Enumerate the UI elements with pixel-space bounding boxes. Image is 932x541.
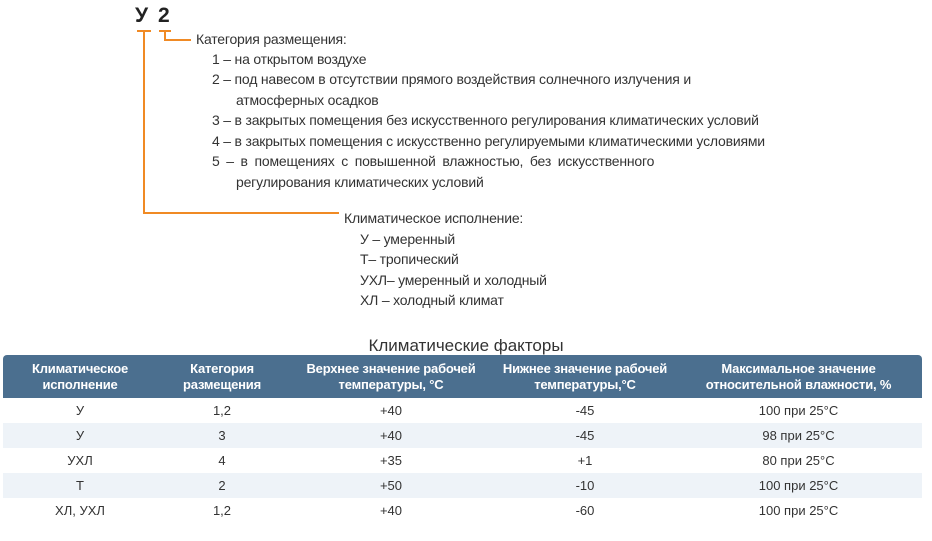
cell-climate: УХЛ [67, 453, 93, 468]
table-header-row: Климатическое исполнение Категория размеще… [3, 355, 922, 398]
table-row: У 3 +40 -45 98 при 25°С [3, 423, 922, 448]
header-climate: Климатическое исполнение [3, 355, 157, 398]
bracket-category-vertical [164, 30, 166, 41]
table-row: УХЛ 4 +35 +1 80 при 25°С [3, 448, 922, 473]
category-code-digit: 2 [158, 4, 170, 27]
header-lower-temp: Нижнее значение рабочей температуры,°С [495, 355, 675, 398]
cell-upper-temp: +35 [379, 453, 403, 468]
table-caption: Климатические факторы [368, 336, 564, 355]
cell-category: 1,2 [212, 403, 232, 418]
cell-lower-temp: -60 [575, 503, 595, 518]
cell-climate: У [75, 403, 85, 418]
cell-upper-temp: +50 [287, 473, 495, 498]
cell-upper-temp: +40 [379, 503, 403, 518]
table-row: Т 2 +50 -10 100 при 25°С [3, 473, 922, 498]
cell-category: 3 [157, 423, 287, 448]
header-category: Категория размещения [157, 355, 287, 398]
cell-upper-temp: +40 [287, 423, 495, 448]
climate-item: ХЛ – холодный климат [360, 292, 504, 308]
table-row: У 1,2 +40 -45 100 при 25°С [3, 398, 922, 423]
category-item: 5 – в помещениях с повышенной влажностью… [212, 153, 655, 169]
cell-humidity: 80 при 25°С [762, 453, 835, 468]
cell-climate: ХЛ, УХЛ [55, 503, 105, 518]
bracket-climate-horizontal [143, 212, 339, 214]
climate-factors-table: Климатическое исполнение Категория размеще… [3, 355, 922, 523]
bracket-climate-vertical [143, 30, 145, 214]
cell-humidity: 98 при 25°С [675, 423, 922, 448]
climate-title: Климатическое исполнение: [344, 210, 524, 226]
category-item: 4 – в закрытых помещения с искусственно … [212, 133, 765, 149]
category-item: 3 – в закрытых помещения без искусственн… [212, 112, 759, 128]
category-item: 1 – на открытом воздухе [212, 51, 367, 67]
cell-climate: У [3, 423, 157, 448]
cell-climate: Т [3, 473, 157, 498]
climate-item: У – умеренный [360, 231, 456, 247]
cell-upper-temp: +40 [379, 403, 403, 418]
header-humidity: Максимальное значение относительной влажн… [675, 355, 922, 398]
climate-code-letter: У [135, 4, 149, 27]
cell-humidity: 100 при 25°С [758, 503, 839, 518]
header-upper-temp: Верхнее значение рабочей температуры, °С [287, 355, 495, 398]
category-title: Категория размещения: [196, 31, 347, 47]
category-item-continued: регулирования климатических условий [236, 174, 484, 190]
climate-item: УХЛ– умеренный и холодный [360, 272, 547, 288]
cell-lower-temp: -45 [495, 423, 675, 448]
climate-item: Т– тропический [360, 251, 459, 267]
cell-lower-temp: +1 [577, 453, 593, 468]
cell-category: 4 [218, 453, 226, 468]
cell-humidity: 100 при 25°С [675, 473, 922, 498]
category-item-continued: атмосферных осадков [236, 92, 379, 108]
cell-lower-temp: -45 [575, 403, 595, 418]
cell-lower-temp: -10 [495, 473, 675, 498]
table-row: ХЛ, УХЛ 1,2 +40 -60 100 при 25°С [3, 498, 922, 523]
category-item: 2 – под навесом в отсутствии прямого воз… [212, 71, 691, 87]
cell-category: 1,2 [212, 503, 232, 518]
bracket-category-horizontal [164, 39, 191, 41]
cell-humidity: 100 при 25°С [758, 403, 839, 418]
cell-category: 2 [157, 473, 287, 498]
